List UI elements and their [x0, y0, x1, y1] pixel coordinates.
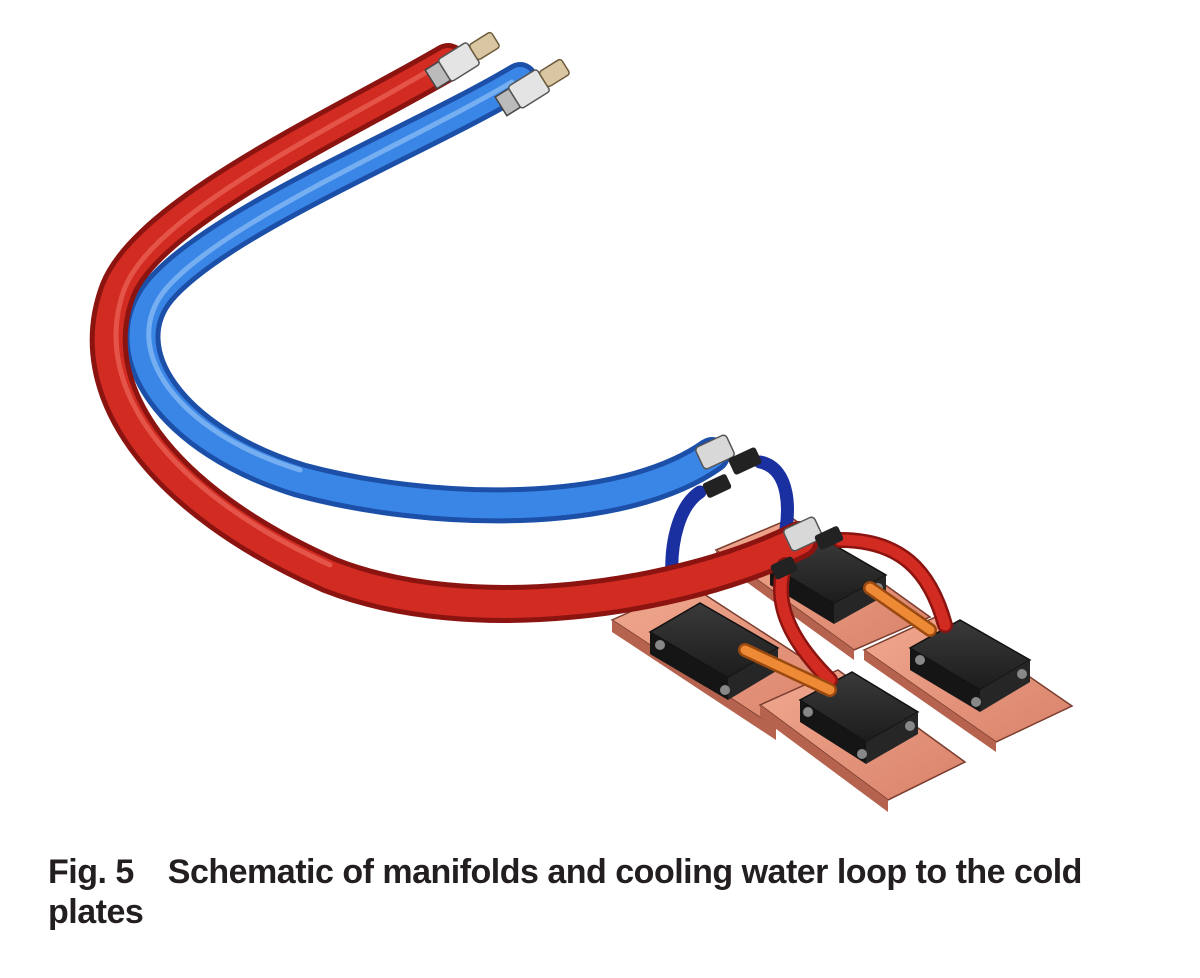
hot-branch-hoses: [773, 532, 953, 688]
figure-caption: Fig. 5 Schematic of manifolds and cooling…: [48, 852, 1168, 932]
hot-water-hose: [89, 43, 819, 623]
quick-connect-couplings: [424, 31, 570, 117]
hot-manifold-fitting: [770, 516, 844, 580]
cooling-loop-figure: [89, 31, 1074, 812]
manifold-fittings: [695, 434, 844, 580]
figure-label: Fig. 5: [48, 853, 134, 891]
cold-water-hose: [124, 62, 730, 524]
jumper-tubes: [738, 581, 937, 697]
cooling-loop-illustration: [89, 31, 1074, 812]
hot-hose-coupling: [424, 31, 500, 90]
cold-hose-coupling: [494, 58, 570, 117]
clamp-block-4: [908, 619, 1032, 712]
figure-caption-text: Schematic of manifolds and cooling water…: [48, 853, 1082, 931]
cold-manifold-fitting: [695, 434, 762, 498]
